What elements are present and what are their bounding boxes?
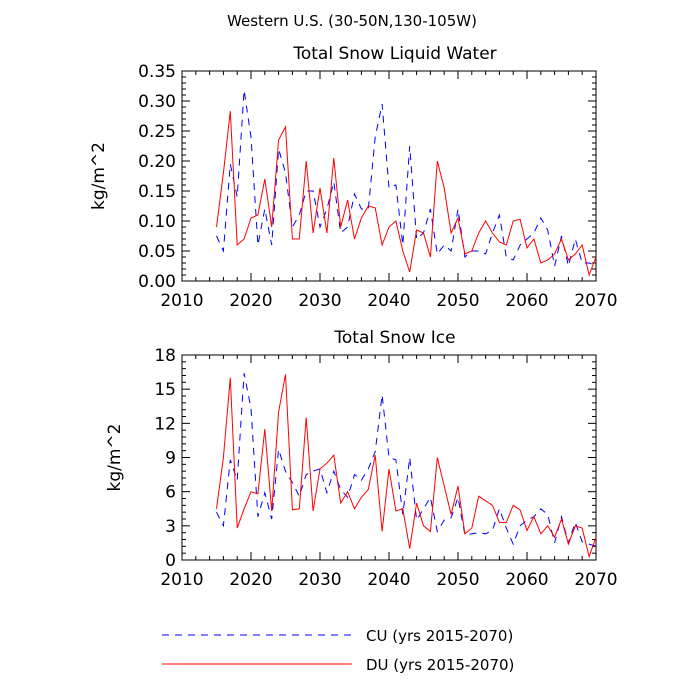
- chart-snow-ice: Total Snow Ice kg/m^2 2010 2020 2030 2040 2050…: [105, 328, 618, 590]
- y-tick-label: 18: [154, 346, 176, 366]
- x-tick-label: 2040: [367, 570, 410, 590]
- y-tick-label: 0.05: [138, 242, 176, 262]
- x-tick-label: 2070: [574, 291, 617, 311]
- y-tick-label: 3: [165, 517, 176, 537]
- y-tick-label: 0.00: [138, 272, 176, 292]
- legend-cu-label: CU (yrs 2015-2070): [366, 627, 513, 645]
- y-tick-label: 0.35: [138, 62, 176, 82]
- x-tick-label: 2010: [160, 570, 203, 590]
- y-tick-label: 0.30: [138, 92, 176, 112]
- y-tick-label: 15: [154, 380, 176, 400]
- y-tick-label: 12: [154, 414, 176, 434]
- x-tick-label: 2060: [505, 570, 548, 590]
- chart-liquid-water: Total Snow Liquid Water kg/m^2 2010 2020 203…: [89, 44, 618, 311]
- chart-title: Total Snow Liquid Water: [292, 44, 496, 64]
- x-tick-label: 2050: [436, 291, 479, 311]
- series-line-cu: [216, 90, 597, 267]
- series-line-du: [216, 374, 597, 559]
- x-tick-label: 2060: [505, 291, 548, 311]
- series-line-cu: [216, 373, 597, 547]
- series-line-du: [216, 111, 597, 277]
- legend: CU (yrs 2015-2070) DU (yrs 2015-2070): [162, 627, 514, 674]
- y-tick-label: 0: [165, 551, 176, 571]
- x-tick-label: 2030: [298, 291, 341, 311]
- x-tick-label: 2030: [298, 570, 341, 590]
- chart-title: Total Snow Ice: [333, 328, 455, 348]
- x-tick-label: 2070: [574, 570, 617, 590]
- x-tick-label: 2050: [436, 570, 479, 590]
- y-tick-label: 0.25: [138, 122, 176, 142]
- plot-frame: [181, 70, 597, 282]
- x-tick-label: 2020: [229, 291, 272, 311]
- y-tick-label: 6: [165, 483, 176, 503]
- x-tick-label: 2010: [160, 291, 203, 311]
- y-tick-label: 9: [165, 449, 176, 469]
- y-tick-label: 0.10: [138, 212, 176, 232]
- y-axis-label: kg/m^2: [89, 142, 109, 210]
- x-tick-label: 2040: [367, 291, 410, 311]
- y-tick-label: 0.15: [138, 182, 176, 202]
- figure-title: Western U.S. (30-50N,130-105W): [227, 12, 477, 30]
- y-tick-label: 0.20: [138, 152, 176, 172]
- legend-du-label: DU (yrs 2015-2070): [366, 656, 514, 674]
- y-axis-label: kg/m^2: [105, 424, 125, 492]
- plot-frame: [181, 354, 597, 561]
- x-tick-label: 2020: [229, 570, 272, 590]
